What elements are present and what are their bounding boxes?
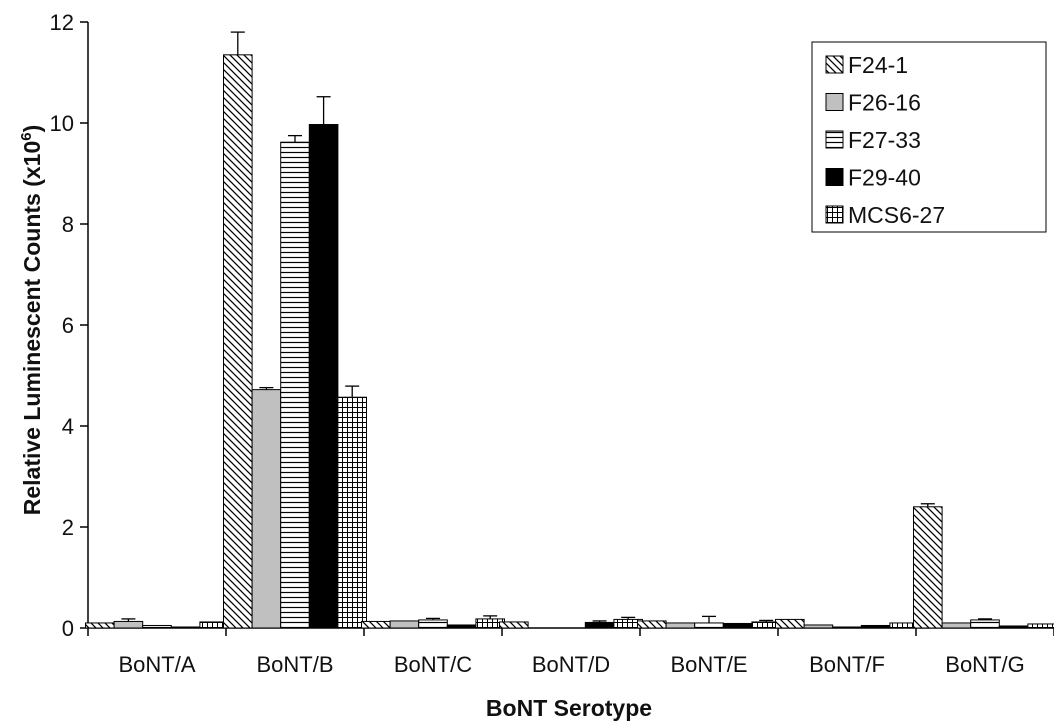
- y-tick-label: 0: [62, 616, 74, 641]
- bar: [280, 141, 310, 629]
- bar: [446, 624, 477, 629]
- bar: [970, 619, 1000, 629]
- bar: [499, 621, 529, 629]
- legend: F24-1 F26-16 F27-33 F29-40 MCS6-27: [811, 41, 1047, 233]
- bar: [832, 626, 862, 629]
- legend-label: MCS6-27: [848, 202, 945, 228]
- legend-label: F26-16: [848, 90, 921, 116]
- y-tick-label: 8: [62, 212, 74, 237]
- bar: [251, 389, 282, 629]
- legend-box: [811, 41, 1047, 233]
- y-axis-title-exponent: 6: [18, 132, 35, 140]
- y-axis-title-main: Relative Luminescent Counts (x10: [19, 141, 45, 516]
- x-tick-label: BoNT/D: [532, 652, 610, 677]
- bar: [142, 624, 172, 629]
- bar: [637, 620, 667, 629]
- legend-swatch: [825, 130, 844, 149]
- y-tick-label: 10: [50, 111, 74, 136]
- y-tick-label: 6: [62, 313, 74, 338]
- legend-label: F27-33: [848, 127, 921, 153]
- x-tick-label: BoNT/F: [809, 652, 885, 677]
- legend-label: F29-40: [848, 165, 921, 191]
- bar: [361, 620, 391, 629]
- bar: [337, 396, 367, 629]
- x-tick-label: BoNT/G: [945, 652, 1024, 677]
- error-bars: [121, 31, 992, 623]
- x-tick-label: BoNT/B: [256, 652, 333, 677]
- bar: [418, 619, 448, 629]
- bar: [913, 506, 943, 629]
- x-ticks: BoNT/A BoNT/B BoNT/C BoNT/D BoNT/E BoNT/F BoNT…: [87, 628, 1054, 677]
- legend-label: F24-1: [848, 52, 908, 78]
- y-axis-title-close: ): [19, 125, 45, 133]
- x-axis-title: BoNT Serotype: [486, 695, 652, 721]
- legend-swatch: [825, 205, 844, 224]
- x-tick-label: BoNT/C: [394, 652, 472, 677]
- bar: [775, 618, 805, 629]
- bar: [860, 624, 891, 629]
- bar: [170, 626, 201, 629]
- x-tick-label: BoNT/E: [670, 652, 747, 677]
- legend-swatch: [825, 55, 844, 74]
- bar: [998, 625, 1029, 629]
- bar: [694, 622, 724, 629]
- y-ticks: 0 2 4 6 8 10 12: [50, 10, 88, 641]
- legend-swatch: [825, 93, 844, 111]
- y-tick-label: 12: [50, 10, 74, 35]
- bar: [1027, 623, 1054, 629]
- bar: [722, 622, 753, 629]
- bar: [223, 54, 253, 629]
- x-tick-label: BoNT/A: [118, 652, 195, 677]
- y-axis-title: Relative Luminescent Counts (x106): [18, 125, 45, 516]
- bar: [85, 622, 115, 629]
- y-tick-label: 4: [62, 414, 74, 439]
- bar: [584, 621, 615, 629]
- bar: [803, 624, 834, 629]
- bar: [113, 620, 144, 629]
- bars: [85, 54, 1054, 629]
- y-tick-label: 2: [62, 515, 74, 540]
- legend-swatch: [825, 168, 844, 186]
- bar: [665, 622, 696, 629]
- bar: [389, 620, 420, 629]
- bar: [308, 124, 339, 629]
- bar: [941, 622, 972, 629]
